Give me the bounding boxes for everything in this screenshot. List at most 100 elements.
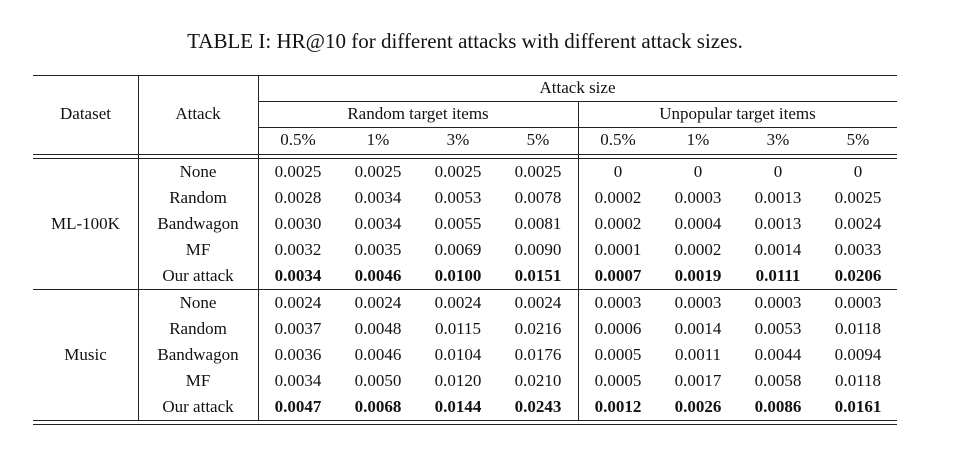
attack-label: Bandwagon [157,345,239,364]
table-cell: 0.0001 [594,240,642,259]
dataset-separator [33,289,897,290]
top-rule [33,75,897,76]
header-attack-size: Attack size [539,78,616,97]
bottom-double-rule-2 [33,424,897,425]
dataset-label: ML-100K [51,214,120,233]
dataset-label: Music [64,345,107,364]
table-cell: 0.0090 [514,240,562,259]
header-double-rule-2 [33,158,897,159]
table-cell: 0.0026 [674,397,722,416]
table-cell: 0.0058 [754,371,802,390]
table-cell: 0.0014 [674,319,722,338]
table-cell: 0.0005 [594,345,642,364]
table-cell: 0.0053 [754,319,802,338]
header-attack: Attack [175,104,221,123]
table-cell: 0.0047 [274,397,322,416]
attack-label: Our attack [162,397,234,416]
table-cell: 0.0025 [834,188,882,207]
header-size: 0.5% [280,130,316,149]
table-cell: 0.0024 [514,293,562,312]
attack-label: MF [185,371,211,390]
attack-label: MF [185,240,211,259]
table-cell: 0.0050 [354,371,402,390]
table-cell: 0.0025 [354,162,402,181]
attack-size-rule [258,101,897,102]
table-cell: 0.0004 [674,214,722,233]
table-cell: 0.0151 [514,266,562,285]
table-cell: 0.0035 [354,240,402,259]
table-cell: 0.0210 [514,371,562,390]
table-cell: 0.0002 [594,214,642,233]
attack-label: Our attack [162,266,234,285]
table-cell: 0 [613,162,623,181]
table-cell: 0.0120 [434,371,482,390]
bottom-double-rule-1 [33,420,897,421]
col-divider-attack [258,75,259,420]
header-size: 3% [446,130,470,149]
table-cell: 0.0024 [834,214,882,233]
group-rule [258,127,897,128]
table-cell: 0.0094 [834,345,882,364]
col-divider-dataset [138,75,139,420]
table-caption: TABLE I: HR@10 for different attacks wit… [187,29,743,53]
table-cell: 0.0003 [674,188,722,207]
table-cell: 0.0078 [514,188,562,207]
table-cell: 0.0030 [274,214,322,233]
table-cell: 0.0028 [274,188,322,207]
table-cell: 0.0216 [514,319,562,338]
table-cell: 0.0068 [354,397,402,416]
header-group-random: Random target items [347,104,489,123]
table-cell: 0.0013 [754,214,802,233]
table-cell: 0.0003 [834,293,882,312]
header-size: 5% [846,130,870,149]
table-cell: 0.0014 [754,240,802,259]
table-cell: 0.0081 [514,214,562,233]
table-cell: 0.0017 [674,371,722,390]
table-cell: 0.0007 [594,266,642,285]
table-cell: 0.0025 [434,162,482,181]
table-cell: 0.0025 [274,162,322,181]
attack-label: Bandwagon [157,214,239,233]
header-size: 0.5% [600,130,636,149]
table-cell: 0.0118 [834,371,882,390]
table-cell: 0.0036 [274,345,322,364]
table-cell: 0.0144 [434,397,482,416]
table-cell: 0.0046 [354,266,402,285]
table-cell: 0.0003 [674,293,722,312]
attack-label: None [179,162,217,181]
header-size: 1% [366,130,390,149]
header-dataset: Dataset [60,104,111,123]
table-cell: 0.0013 [754,188,802,207]
table-cell: 0.0037 [274,319,322,338]
table-cell: 0.0034 [354,214,402,233]
table-cell: 0.0024 [274,293,322,312]
table-cell: 0.0011 [674,345,722,364]
table-cell: 0.0003 [754,293,802,312]
table-cell: 0.0055 [434,214,482,233]
table-cell: 0.0206 [834,266,882,285]
table-cell: 0.0053 [434,188,482,207]
table-cell: 0.0086 [754,397,802,416]
table-cell: 0.0034 [354,188,402,207]
table-cell: 0.0019 [674,266,722,285]
table-cell: 0.0100 [434,266,482,285]
table-cell: 0.0024 [434,293,482,312]
table-cell: 0.0003 [594,293,642,312]
attack-label: Random [169,319,227,338]
table-cell: 0.0048 [354,319,402,338]
header-size: 3% [766,130,790,149]
table-cell: 0 [853,162,863,181]
table-cell: 0.0104 [434,345,482,364]
table-cell: 0.0034 [274,371,322,390]
header-size: 5% [526,130,550,149]
attack-label: None [179,293,217,312]
table-cell: 0.0006 [594,319,642,338]
table-cell: 0 [693,162,703,181]
table-cell: 0.0243 [514,397,562,416]
header-double-rule-1 [33,154,897,155]
table-cell: 0 [773,162,783,181]
table-cell: 0.0032 [274,240,322,259]
header-group-unpopular: Unpopular target items [659,104,816,123]
table-cell: 0.0176 [514,345,562,364]
table-cell: 0.0002 [594,188,642,207]
